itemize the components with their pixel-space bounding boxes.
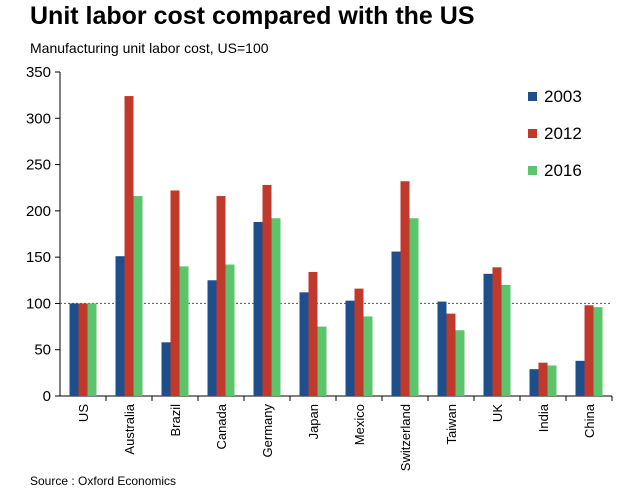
y-tick-label: 350: [26, 64, 51, 81]
bar-2016: [501, 284, 511, 396]
bar-2003: [345, 300, 355, 396]
bar-2012: [216, 196, 226, 396]
bar-2012: [170, 190, 180, 396]
y-tick-label: 200: [26, 203, 51, 220]
y-tick-label: 150: [26, 249, 51, 266]
bar-2012: [492, 267, 502, 396]
legend-label: 2003: [544, 87, 582, 106]
bar-2016: [179, 266, 189, 396]
bar-2012: [538, 362, 548, 396]
x-tick-label: Germany: [260, 404, 275, 458]
bar-2012: [354, 288, 364, 396]
bar-2012: [262, 184, 272, 396]
bar-2012: [584, 305, 594, 396]
bar-2016: [409, 218, 419, 396]
bar-2003: [115, 256, 125, 396]
y-tick-label: 0: [43, 388, 51, 405]
bar-2016: [547, 365, 557, 396]
x-tick-label: Australia: [122, 403, 137, 454]
y-tick-label: 300: [26, 110, 51, 127]
x-tick-label: Switzerland: [398, 404, 413, 471]
y-tick-label: 50: [34, 342, 51, 359]
x-tick-label: US: [76, 404, 91, 422]
x-tick-label: Mexico: [352, 404, 367, 445]
bar-2016: [593, 307, 603, 396]
bar-2003: [161, 342, 171, 396]
y-tick-label: 100: [26, 295, 51, 312]
bar-2003: [207, 280, 217, 396]
bar-2003: [299, 292, 309, 396]
bar-2012: [308, 271, 318, 396]
bar-2016: [87, 303, 97, 396]
x-tick-label: China: [582, 403, 597, 438]
legend-label: 2016: [544, 161, 582, 180]
bar-2016: [455, 330, 465, 396]
x-tick-label: UK: [490, 404, 505, 422]
bar-2003: [391, 251, 401, 396]
bar-2003: [575, 360, 585, 396]
legend-swatch: [528, 92, 537, 101]
bar-2012: [400, 181, 410, 396]
legend-swatch: [528, 166, 537, 175]
x-tick-label: Brazil: [168, 404, 183, 437]
y-tick-label: 250: [26, 157, 51, 174]
x-tick-label: India: [536, 403, 551, 432]
x-tick-label: Japan: [306, 404, 321, 439]
bar-2012: [78, 303, 88, 396]
x-tick-label: Taiwan: [444, 404, 459, 444]
bar-2003: [437, 301, 447, 396]
bar-2003: [253, 221, 263, 396]
source-note: Source : Oxford Economics: [30, 474, 177, 488]
x-tick-label: Canada: [214, 403, 229, 449]
bar-2016: [317, 326, 327, 396]
chart-subtitle: Manufacturing unit labor cost, US=100: [30, 40, 269, 56]
bar-2016: [133, 196, 143, 396]
bar-2012: [124, 96, 134, 396]
legend-label: 2012: [544, 124, 582, 143]
bar-2012: [446, 313, 456, 396]
bar-2016: [225, 264, 235, 396]
bar-2003: [529, 369, 539, 396]
bar-2003: [483, 273, 493, 396]
bar-2003: [69, 303, 79, 396]
chart-title: Unit labor cost compared with the US: [30, 2, 475, 30]
bar-2016: [363, 316, 373, 396]
bar-2016: [271, 218, 281, 396]
legend-swatch: [528, 129, 537, 138]
